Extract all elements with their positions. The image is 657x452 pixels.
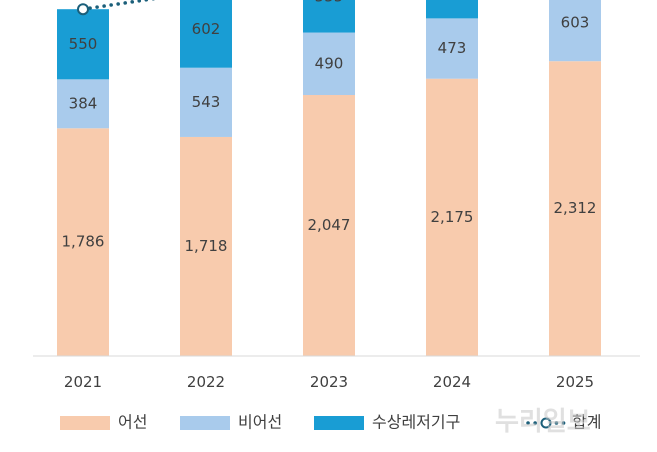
bar-segment-2022-2 bbox=[180, 0, 232, 68]
legend-label-2: 수상레저기구 bbox=[372, 413, 460, 432]
legend-swatch-2 bbox=[314, 416, 364, 430]
segment-label-2022-1: 543 bbox=[192, 93, 221, 111]
x-tick-2022: 2022 bbox=[187, 373, 225, 391]
total-line-layer bbox=[77, 0, 157, 16]
legend-swatch-0 bbox=[60, 416, 110, 430]
legend-swatch-1 bbox=[180, 416, 230, 430]
segment-label-2025-1: 603 bbox=[561, 13, 590, 31]
bar-segment-2023-1 bbox=[303, 32, 355, 96]
bar-segment-2023-0 bbox=[303, 95, 355, 356]
total-marker-2021 bbox=[77, 3, 89, 16]
x-tick-labels: 2021 2022 2023 2024 2025 bbox=[64, 373, 594, 391]
watermark-text: 누리일보 bbox=[495, 407, 591, 437]
segment-label-2022-2: 602 bbox=[192, 20, 221, 38]
legend-label-1: 비어선 bbox=[238, 413, 282, 432]
bar-segment-2023-2 bbox=[303, 0, 355, 33]
bar-segment-2024-0 bbox=[426, 78, 478, 356]
legend-label-total: 합계 bbox=[572, 413, 601, 432]
segment-label-2021-1: 384 bbox=[69, 94, 98, 112]
legend-marker-total bbox=[540, 417, 552, 429]
x-tick-2023: 2023 bbox=[310, 373, 348, 391]
segment-label-2024-1: 473 bbox=[438, 39, 467, 57]
segment-label-2023-2: 555 bbox=[315, 0, 344, 6]
x-tick-2024: 2024 bbox=[433, 373, 471, 391]
x-tick-2025: 2025 bbox=[556, 373, 594, 391]
segment-label-2023-1: 490 bbox=[315, 54, 344, 72]
legend-label-0: 어선 bbox=[118, 413, 147, 432]
bar-segment-2021-0 bbox=[57, 128, 109, 356]
bar-segment-2025-0 bbox=[549, 61, 601, 356]
segment-label-2021-0: 1,786 bbox=[62, 233, 105, 251]
segment-label-2023-0: 2,047 bbox=[308, 216, 351, 234]
bars-layer bbox=[57, 0, 601, 356]
bar-segment-2021-1 bbox=[57, 79, 109, 129]
legend: 어선 비어선 수상레저기구 합계 bbox=[60, 413, 601, 432]
bar-segment-2022-0 bbox=[180, 136, 232, 356]
bar-segment-2024-1 bbox=[426, 18, 478, 79]
segment-label-2022-0: 1,718 bbox=[185, 237, 228, 255]
bar-segment-2021-2 bbox=[57, 9, 109, 80]
segment-label-2024-0: 2,175 bbox=[431, 208, 474, 226]
x-tick-2021: 2021 bbox=[64, 373, 102, 391]
bar-segment-2024-2 bbox=[426, 0, 478, 19]
bar-segment-2022-1 bbox=[180, 67, 232, 137]
segment-label-2021-2: 550 bbox=[69, 35, 98, 53]
segment-labels-layer: 1,786 384 550 1,718 543 602 2,047 490 555 2,175 47… bbox=[62, 0, 597, 255]
segment-label-2025-0: 2,312 bbox=[554, 199, 597, 217]
bar-segment-2025-1 bbox=[549, 0, 601, 62]
